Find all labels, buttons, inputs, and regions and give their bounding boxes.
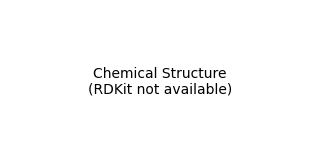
Text: Chemical Structure
(RDKit not available): Chemical Structure (RDKit not available)	[88, 67, 232, 97]
